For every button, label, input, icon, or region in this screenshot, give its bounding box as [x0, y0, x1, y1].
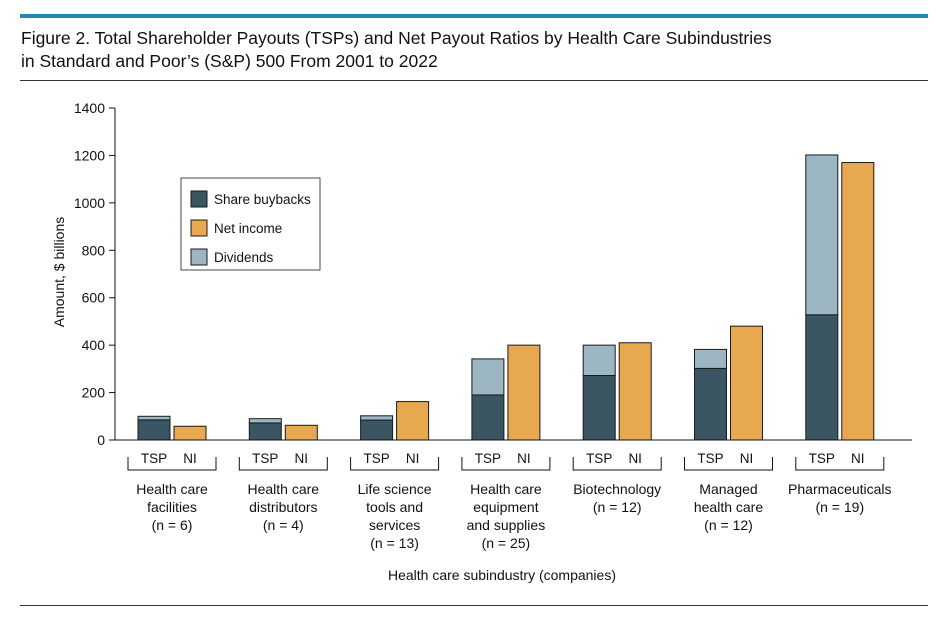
bar-label-tsp: TSP	[586, 451, 612, 466]
y-tick-label: 600	[82, 290, 106, 306]
legend: Share buybacks Net income Dividends	[180, 177, 321, 271]
bar-share-buybacks	[582, 374, 616, 441]
category-bracket	[127, 457, 217, 471]
bar-share-buybacks	[248, 422, 282, 441]
category-label: (n = 12)	[593, 499, 642, 515]
y-axis: 0 200 400 600 800 1000 1200 1400	[74, 100, 116, 448]
bar-label-tsp: TSP	[141, 451, 167, 466]
category-label: (n = 4)	[263, 517, 304, 533]
category-label: (n = 12)	[704, 517, 753, 533]
title-rule	[20, 80, 928, 81]
bar-share-buybacks	[471, 394, 505, 441]
y-tick-label: 1200	[74, 147, 105, 163]
category-label: Pharmaceuticals	[788, 481, 892, 497]
bar-net-income	[618, 342, 652, 441]
category-label: (n = 25)	[482, 535, 531, 551]
legend-label: Net income	[214, 221, 282, 236]
figure-title: Figure 2. Total Shareholder Payouts (TSP…	[21, 27, 901, 73]
bar-net-income	[396, 401, 430, 441]
category-label: (n = 6)	[152, 517, 193, 533]
bar-net-income	[730, 325, 763, 441]
bar-label-ni: NI	[183, 451, 197, 466]
bar-label-ni: NI	[740, 451, 754, 466]
y-axis-label: Amount, $ billions	[51, 217, 67, 328]
bar-label-ni: NI	[628, 451, 642, 466]
category-bracket	[238, 457, 328, 471]
category-bracket	[684, 457, 773, 471]
figure-title-line-2: in Standard and Poor’s (S&P) 500 From 20…	[21, 51, 438, 71]
y-tick-label: 800	[82, 242, 106, 258]
figure-title-line-1: Figure 2. Total Shareholder Payouts (TSP…	[21, 28, 772, 48]
category-label: Managed	[699, 481, 757, 497]
category-label: Biotechnology	[573, 481, 661, 497]
x-axis: TSP NI Health care facilities (n = 6) TSP NI He…	[115, 439, 912, 551]
bar-label-tsp: TSP	[252, 451, 278, 466]
bar-label-ni: NI	[851, 451, 865, 466]
bar-dividends	[471, 358, 505, 396]
bar-dividends	[805, 154, 839, 316]
bars	[137, 154, 875, 441]
bar-net-income	[284, 424, 318, 441]
legend-label: Share buybacks	[214, 192, 311, 207]
bar-net-income	[507, 344, 541, 441]
category-label: services	[369, 517, 420, 533]
bar-dividends	[360, 415, 394, 421]
category-label: (n = 19)	[815, 499, 864, 515]
bar-share-buybacks	[137, 419, 171, 441]
y-tick-label: 1000	[74, 195, 105, 211]
category-label: distributors	[249, 499, 317, 515]
bar-label-tsp: TSP	[475, 451, 501, 466]
category-label: health care	[694, 499, 763, 515]
category-label: Health care	[136, 481, 208, 497]
y-tick-label: 0	[97, 432, 105, 448]
legend-label: Dividends	[214, 250, 274, 265]
bar-share-buybacks	[805, 314, 839, 441]
bar-dividends	[248, 418, 282, 424]
bar-net-income	[173, 425, 207, 441]
y-tick-label: 400	[82, 337, 106, 353]
bar-dividends	[582, 344, 616, 376]
y-tick-label: 1400	[74, 100, 105, 116]
bar-label-tsp: TSP	[809, 451, 835, 466]
category-label: facilities	[147, 499, 197, 515]
legend-swatch-buybacks	[190, 190, 208, 208]
x-axis-label: Health care subindustry (companies)	[388, 567, 616, 583]
top-accent-rule	[20, 14, 928, 18]
category-label: and supplies	[467, 517, 546, 533]
category-bracket	[461, 457, 551, 471]
category-bracket	[350, 457, 440, 471]
bar-dividends	[694, 348, 727, 369]
bar-label-tsp: TSP	[363, 451, 389, 466]
bar-label-ni: NI	[295, 451, 309, 466]
category-bracket	[795, 457, 885, 471]
category-label: Health care	[248, 481, 320, 497]
legend-swatch-dividends	[190, 248, 208, 266]
bar-label-ni: NI	[406, 451, 420, 466]
category-label: (n = 13)	[370, 535, 419, 551]
bar-net-income	[841, 162, 875, 441]
category-bracket	[572, 457, 662, 471]
bar-share-buybacks	[360, 419, 394, 441]
category-label: equipment	[473, 499, 538, 515]
bottom-rule	[20, 605, 928, 606]
bar-label-tsp: TSP	[697, 451, 723, 466]
bar-dividends	[137, 415, 171, 421]
y-tick-label: 200	[82, 385, 106, 401]
category-label: tools and	[366, 499, 423, 515]
legend-swatch-net-income	[190, 219, 208, 237]
bar-label-ni: NI	[517, 451, 531, 466]
category-label: Health care	[470, 481, 542, 497]
category-label: Life science	[358, 481, 432, 497]
bar-share-buybacks	[694, 367, 727, 441]
